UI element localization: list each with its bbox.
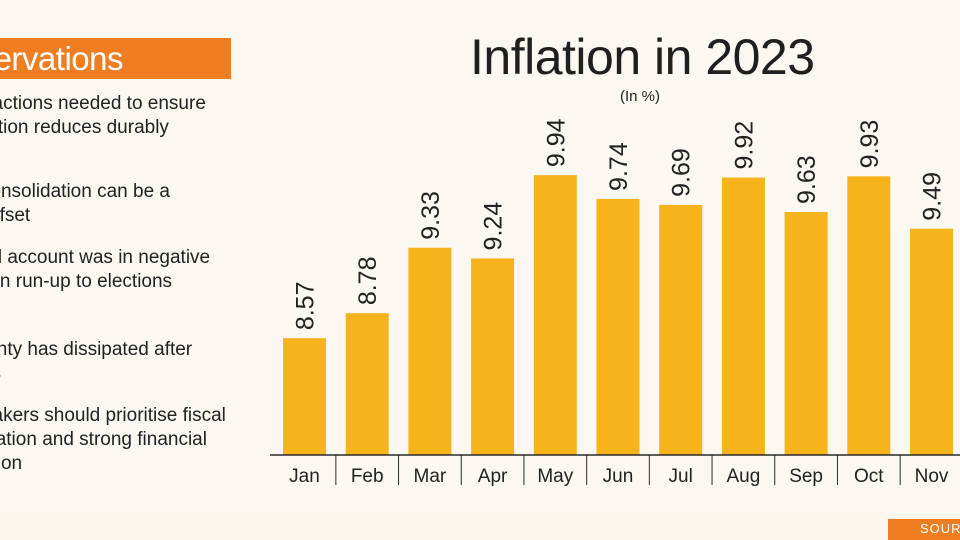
value-label-jun: 9.74 — [605, 142, 633, 191]
tick-label-aug: Aug — [726, 466, 760, 487]
chart-value-labels: 8.57 8.78 9.33 9.24 9.94 9.74 9.69 9.92 9.63 9.93… — [292, 118, 947, 330]
x-axis-ticks — [335, 455, 901, 485]
bar-mar — [408, 247, 452, 455]
bar-jun — [596, 198, 640, 455]
value-label-jan: 8.57 — [292, 281, 320, 330]
value-label-mar: 9.33 — [417, 191, 445, 240]
bar-apr — [471, 258, 515, 455]
tick-label-feb: Feb — [351, 466, 384, 487]
value-label-may: 9.94 — [542, 118, 570, 167]
bar-feb — [345, 313, 389, 455]
chart-subtitle: (In %) — [620, 88, 661, 105]
bar-jan — [283, 338, 326, 455]
value-label-nov: 9.49 — [919, 172, 947, 221]
chart-title: Inflation in 2023 — [470, 29, 815, 85]
observation-item-4: Uncertainty has dissipated after electio… — [0, 339, 193, 384]
observations-title: Observations — [0, 40, 124, 77]
observation-item-2: Fiscal consolidation can be a strong off… — [0, 181, 170, 226]
tick-label-apr: Apr — [478, 466, 508, 487]
value-label-feb: 8.78 — [354, 257, 382, 306]
value-label-aug: 9.92 — [730, 121, 758, 170]
bar-nov — [910, 228, 953, 455]
tick-label-sep: Sep — [789, 466, 823, 487]
value-label-apr: 9.24 — [480, 202, 508, 251]
tick-label-may: May — [537, 466, 573, 487]
observation-item-3: Financial account was in negative territ… — [0, 247, 211, 292]
tick-label-jul: Jul — [669, 466, 693, 487]
observations-header: Observations — [0, 38, 231, 79]
value-label-sep: 9.63 — [793, 155, 821, 204]
bar-jul — [659, 204, 703, 455]
observation-item-5: Policymakers should prioritise fiscal co… — [0, 405, 226, 474]
chart-bars — [283, 175, 953, 455]
observations-list: Further actions needed to ensure that in… — [0, 92, 240, 482]
x-axis-tick-labels: Jan Feb Mar Apr May Jun Jul Aug Sep Oct Nov — [289, 466, 949, 487]
tick-label-nov: Nov — [915, 466, 949, 487]
tick-label-jan: Jan — [289, 466, 320, 487]
source-tab: SOURCE — [888, 519, 960, 540]
bar-aug — [721, 177, 765, 455]
tick-label-jun: Jun — [603, 466, 634, 487]
source-label: SOURCE — [920, 521, 960, 536]
value-label-jul: 9.69 — [668, 148, 696, 197]
bar-may — [533, 175, 577, 455]
tick-label-mar: Mar — [414, 466, 447, 487]
bar-sep — [784, 212, 828, 455]
value-label-oct: 9.93 — [856, 120, 884, 169]
tick-label-oct: Oct — [854, 466, 884, 487]
observation-item-1: Further actions needed to ensure that in… — [0, 93, 206, 138]
bar-oct — [847, 176, 891, 455]
